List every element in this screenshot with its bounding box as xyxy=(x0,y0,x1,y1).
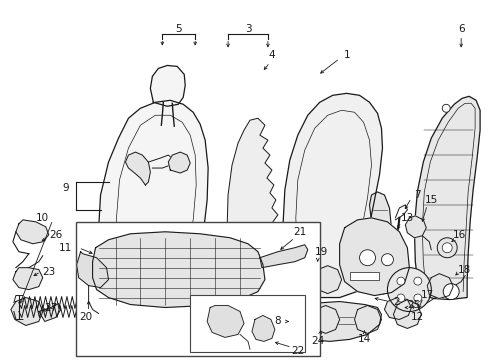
Polygon shape xyxy=(355,306,382,333)
Text: 17: 17 xyxy=(421,289,434,300)
Text: 12: 12 xyxy=(411,312,424,323)
Text: 11: 11 xyxy=(59,243,73,253)
Text: 25: 25 xyxy=(408,300,421,310)
Text: 6: 6 xyxy=(458,24,465,33)
Text: 22: 22 xyxy=(291,346,304,356)
Text: 13: 13 xyxy=(401,213,414,223)
Text: 2: 2 xyxy=(393,297,400,306)
Polygon shape xyxy=(76,252,108,288)
Text: 5: 5 xyxy=(175,24,182,33)
Polygon shape xyxy=(405,216,426,238)
Circle shape xyxy=(443,284,459,300)
Polygon shape xyxy=(427,274,453,298)
Text: 9: 9 xyxy=(62,183,69,193)
Polygon shape xyxy=(415,96,480,300)
Circle shape xyxy=(437,238,457,258)
Circle shape xyxy=(414,277,422,285)
Text: 18: 18 xyxy=(458,265,471,275)
Polygon shape xyxy=(283,93,383,298)
Text: 3: 3 xyxy=(245,24,251,33)
Bar xyxy=(190,294,305,352)
Polygon shape xyxy=(93,232,265,307)
Text: 14: 14 xyxy=(358,334,371,345)
Polygon shape xyxy=(227,118,282,294)
Circle shape xyxy=(382,254,393,266)
Polygon shape xyxy=(207,306,244,337)
Circle shape xyxy=(414,294,422,302)
Circle shape xyxy=(360,250,375,266)
Polygon shape xyxy=(150,66,185,106)
Text: 26: 26 xyxy=(49,230,62,240)
Polygon shape xyxy=(260,245,308,268)
Polygon shape xyxy=(16,220,49,244)
Text: 1: 1 xyxy=(344,50,351,60)
Text: 19: 19 xyxy=(315,247,328,257)
Text: 15: 15 xyxy=(425,195,438,205)
Polygon shape xyxy=(13,268,43,289)
Text: 8: 8 xyxy=(274,316,281,327)
Polygon shape xyxy=(340,218,409,296)
Polygon shape xyxy=(312,306,340,333)
Polygon shape xyxy=(252,315,275,341)
Polygon shape xyxy=(89,298,230,356)
Text: 7: 7 xyxy=(414,190,420,200)
Polygon shape xyxy=(11,298,43,325)
Bar xyxy=(349,272,379,280)
Text: 20: 20 xyxy=(79,312,92,323)
Circle shape xyxy=(442,104,450,112)
Polygon shape xyxy=(288,302,382,341)
Polygon shape xyxy=(125,152,150,185)
Text: 27: 27 xyxy=(44,302,57,312)
Polygon shape xyxy=(39,303,61,321)
Text: 4: 4 xyxy=(269,50,275,60)
Circle shape xyxy=(397,294,405,302)
Text: 23: 23 xyxy=(42,267,55,276)
Polygon shape xyxy=(314,266,342,293)
Text: 10: 10 xyxy=(36,213,49,223)
Polygon shape xyxy=(393,300,421,328)
Bar xyxy=(75,222,319,356)
Circle shape xyxy=(397,277,405,285)
Polygon shape xyxy=(98,100,208,298)
Polygon shape xyxy=(369,192,392,294)
Text: 21: 21 xyxy=(293,227,306,237)
Circle shape xyxy=(388,268,431,311)
Text: 24: 24 xyxy=(311,336,324,346)
Text: 16: 16 xyxy=(453,230,466,240)
Polygon shape xyxy=(385,298,412,319)
Polygon shape xyxy=(168,152,190,173)
Circle shape xyxy=(442,243,452,253)
